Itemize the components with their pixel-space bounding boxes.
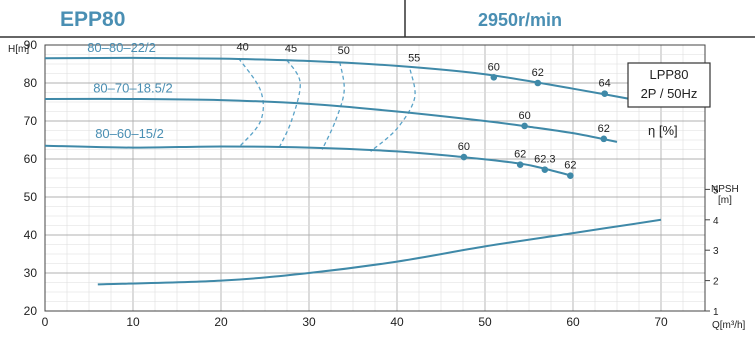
- efficiency-line: [277, 59, 301, 150]
- efficiency-marker: [521, 122, 528, 130]
- head-curve: [44, 97, 618, 143]
- efficiency-marker-label: 62: [598, 123, 610, 135]
- plot-frame: [44, 44, 706, 312]
- efficiency-marker: [567, 172, 574, 180]
- efficiency-marker: [516, 161, 524, 168]
- performance-curves-layer: [44, 56, 662, 286]
- npsh-tick-label: 1: [713, 307, 719, 318]
- x-axis-label: Q[m³/h]: [712, 320, 746, 331]
- x-tick-label: 0: [42, 315, 49, 329]
- efficiency-marker-label: 64: [599, 78, 611, 90]
- y-tick-label: 30: [24, 266, 38, 280]
- model-legend-frame: [627, 62, 711, 108]
- efficiency-marker-label: 62: [532, 67, 544, 79]
- efficiency-line-label: 55: [408, 53, 420, 65]
- series-label: 80–70–18.5/2: [93, 81, 173, 96]
- efficiency-marker: [534, 79, 542, 87]
- efficiency-marker-label: 62: [564, 160, 576, 172]
- y-tick-label: 80: [24, 76, 38, 90]
- x-tick-label: 70: [654, 315, 668, 329]
- npsh-tick-label: 2: [713, 277, 719, 288]
- npsh-tick-label: 3: [713, 246, 719, 257]
- series-label: 80–80–22/2: [87, 40, 156, 55]
- efficiency-marker: [600, 135, 608, 143]
- efficiency-marker-label: 60: [518, 110, 530, 122]
- npsh-tick-label: 5: [713, 185, 719, 196]
- efficiency-line-label: 45: [285, 43, 297, 55]
- efficiency-line-label: 40: [236, 41, 248, 53]
- x-tick-label: 50: [478, 315, 492, 329]
- x-tick-label: 10: [126, 315, 140, 329]
- y-tick-label: 70: [24, 114, 38, 128]
- efficiency-line: [238, 57, 264, 149]
- efficiency-marker: [490, 74, 498, 81]
- header-band: EPP80 2950r/min: [0, 0, 755, 38]
- model-legend-spec: 2P / 50Hz: [641, 86, 698, 101]
- efficiency-marker: [601, 90, 608, 97]
- efficiency-line: [370, 69, 416, 152]
- x-tick-label: 60: [566, 315, 580, 329]
- efficiency-marker-label: 60: [488, 61, 500, 73]
- x-tick-label: 20: [214, 315, 228, 329]
- efficiency-unit-label: η [%]: [648, 123, 678, 138]
- npsh-tick-label: 4: [713, 216, 719, 227]
- y-tick-label: 60: [24, 152, 38, 166]
- y-tick-label: 50: [24, 190, 38, 204]
- model-legend-name: LPP80: [649, 67, 688, 82]
- x-tick-label: 30: [302, 315, 316, 329]
- npsh-curve: [97, 218, 662, 286]
- model-legend-box: LPP80 2P / 50Hz: [627, 62, 711, 108]
- y-tick-label: 90: [24, 38, 38, 52]
- efficiency-marker-label: 62.3: [534, 154, 555, 166]
- y-axis-label: H[m]: [8, 44, 29, 55]
- header-speed: 2950r/min: [478, 10, 562, 30]
- npsh-axis-unit: [m]: [718, 195, 732, 206]
- header-title: EPP80: [60, 8, 125, 31]
- efficiency-marker: [541, 166, 549, 173]
- efficiency-marker-label: 60: [458, 141, 470, 153]
- head-curve: [44, 144, 574, 178]
- efficiency-marker: [460, 153, 468, 161]
- efficiency-marker-label: 62: [514, 149, 526, 161]
- y-tick-label: 20: [24, 304, 38, 318]
- npsh-axis-label: NPSH: [711, 184, 739, 195]
- efficiency-line-label: 50: [338, 45, 350, 57]
- x-tick-label: 40: [390, 315, 404, 329]
- head-curve: [44, 56, 662, 106]
- series-label: 80–60–15/2: [95, 126, 164, 141]
- y-tick-label: 40: [24, 228, 38, 242]
